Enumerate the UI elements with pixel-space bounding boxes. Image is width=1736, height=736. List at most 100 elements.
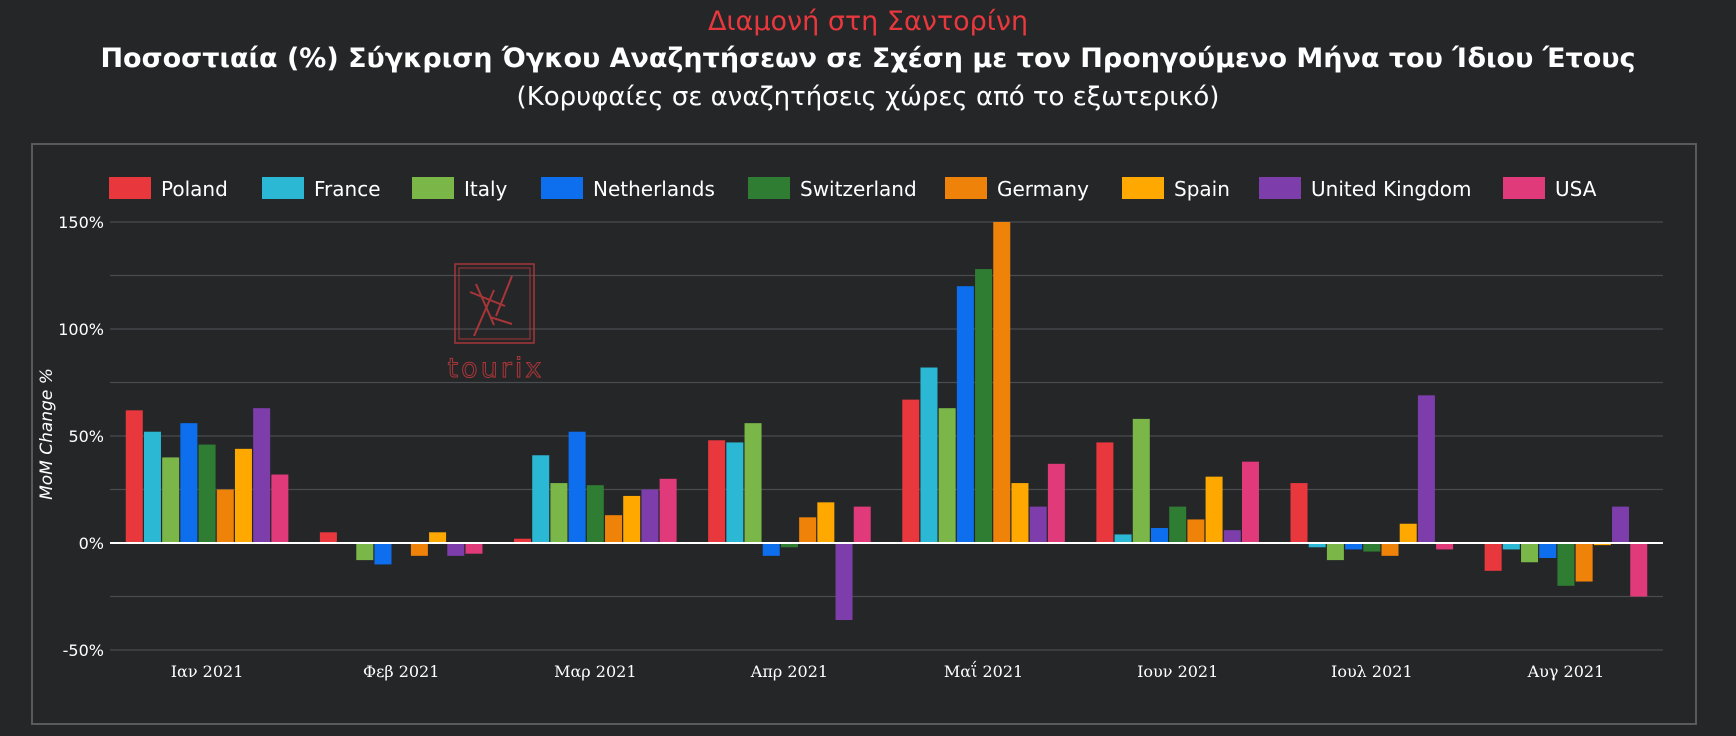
bar <box>1630 543 1648 597</box>
bar <box>1345 543 1363 550</box>
bar <box>938 408 956 543</box>
bar <box>1612 506 1630 543</box>
bar <box>780 543 798 548</box>
bar <box>1223 530 1241 543</box>
legend-swatch <box>541 177 583 199</box>
legend-swatch <box>1122 177 1164 199</box>
bar <box>1308 543 1326 548</box>
bar <box>253 408 271 543</box>
x-tick-label: Φεβ 2021 <box>363 662 439 681</box>
bar <box>1096 442 1114 543</box>
bar <box>1502 543 1520 550</box>
legend-swatch <box>109 177 151 199</box>
bar <box>1187 519 1205 543</box>
legend-swatch <box>748 177 790 199</box>
bar <box>1436 543 1454 550</box>
bar <box>568 431 586 543</box>
bar <box>465 543 483 554</box>
chart-title: Διαμονή στη Σαντορίνη <box>707 6 1029 37</box>
tourix-logo: tourix <box>447 263 545 385</box>
bar <box>1290 483 1308 543</box>
bar <box>1557 543 1575 586</box>
bar <box>902 399 920 543</box>
bar <box>1539 543 1557 558</box>
bar <box>532 455 550 543</box>
bar <box>234 448 252 543</box>
bar <box>271 474 289 543</box>
bar <box>1241 461 1259 543</box>
logo-wordmark: tourix <box>448 353 545 384</box>
x-tick-label: Μαρ 2021 <box>554 662 636 681</box>
bar <box>1011 483 1029 543</box>
bar <box>1399 523 1417 543</box>
bar <box>956 286 974 543</box>
axes: -50% 0% 50% 100% 150% Ιαν 2021 Φεβ 2021 Μαρ 202… <box>58 213 1663 681</box>
legend-label: Germany <box>997 177 1089 201</box>
bar <box>799 517 817 543</box>
bar <box>1047 463 1065 543</box>
bar <box>623 495 641 543</box>
bar <box>1521 543 1539 563</box>
bar <box>447 543 465 556</box>
bar <box>744 423 762 543</box>
chart-frame <box>31 143 1697 725</box>
bar <box>162 457 180 543</box>
legend-label: United Kingdom <box>1311 177 1472 201</box>
bar <box>1326 543 1344 561</box>
bar <box>429 532 447 543</box>
legend-label: Switzerland <box>800 177 917 201</box>
chart-subtitle: Ποσοστιαία (%) Σύγκριση Όγκου Αναζητήσεω… <box>100 43 1636 74</box>
bar <box>1575 543 1593 582</box>
bar <box>993 222 1011 543</box>
grid-lines <box>110 221 1663 651</box>
bar <box>975 269 993 543</box>
bar <box>1029 506 1047 543</box>
bar <box>1484 543 1502 571</box>
legend-label: Netherlands <box>593 177 715 201</box>
legend-label: Spain <box>1174 177 1230 201</box>
x-tick-label: Ιαν 2021 <box>171 662 244 681</box>
bar <box>1593 543 1611 546</box>
bar <box>853 506 871 543</box>
legend-label: Poland <box>161 177 228 201</box>
y-tick-label: 100% <box>58 320 104 339</box>
bar <box>586 485 604 543</box>
bar <box>726 442 744 543</box>
bar <box>1205 476 1223 543</box>
legend-swatch <box>1503 177 1545 199</box>
x-tick-label: Ιουν 2021 <box>1137 662 1218 681</box>
bar <box>410 543 428 556</box>
bar <box>1363 543 1381 552</box>
legend-label: USA <box>1555 177 1597 201</box>
legend-swatch <box>945 177 987 199</box>
bar <box>835 543 853 621</box>
legend-label: Italy <box>464 177 508 201</box>
bar <box>762 543 780 556</box>
bar <box>216 489 234 543</box>
legend: Poland France Italy Netherlands Switzerland G… <box>109 177 1597 201</box>
x-tick-label: Μαΐ 2021 <box>944 659 1023 681</box>
logo-inner-square <box>458 267 531 340</box>
bar <box>180 423 198 543</box>
bar <box>550 483 568 543</box>
x-tick-label: Αυγ 2021 <box>1527 662 1605 681</box>
y-axis-label: MoM Change % <box>37 368 57 500</box>
bar <box>1132 418 1150 543</box>
bar <box>817 502 835 543</box>
y-tick-label: -50% <box>63 641 104 660</box>
bar <box>1150 528 1168 543</box>
bar <box>1381 543 1399 556</box>
bar <box>374 543 392 565</box>
bar <box>514 538 532 543</box>
bar <box>1169 506 1187 543</box>
legend-swatch <box>262 177 304 199</box>
legend-label: France <box>314 177 381 201</box>
bar <box>125 410 143 543</box>
legend-swatch <box>412 177 454 199</box>
logo-outer-square <box>454 263 535 344</box>
x-tick-label: Απρ 2021 <box>750 662 828 681</box>
x-tick-label: Ιουλ 2021 <box>1331 662 1413 681</box>
bar <box>356 543 374 561</box>
bar <box>319 532 337 543</box>
